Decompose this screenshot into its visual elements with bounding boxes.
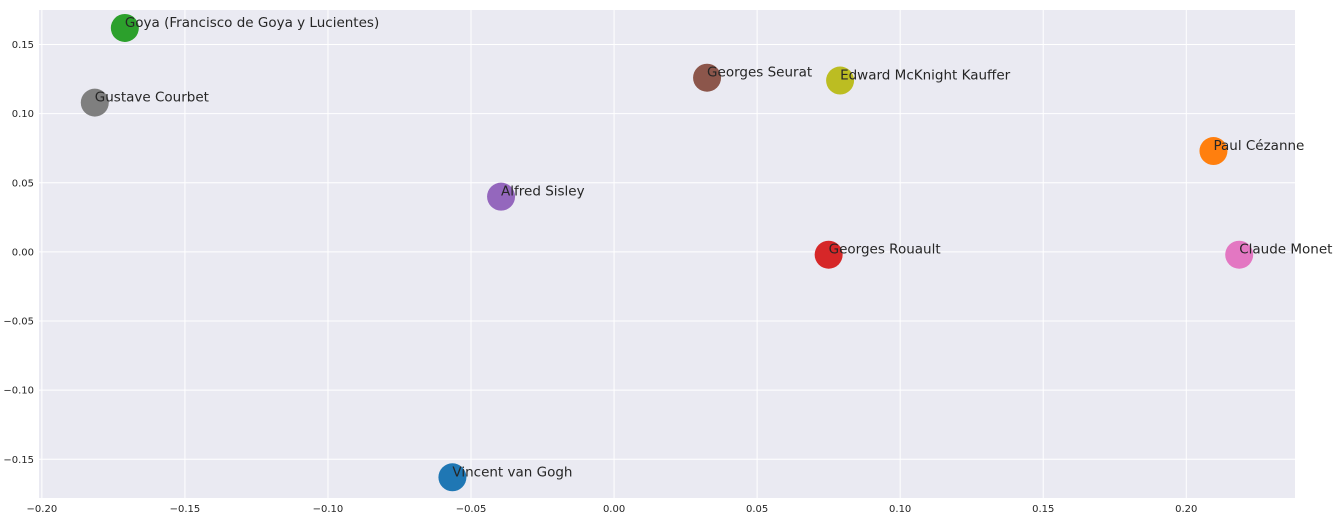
data-point — [487, 182, 516, 211]
y-tick-label: −0.05 — [3, 317, 34, 328]
point-labels: Vincent van Gogh Paul Cézanne Goya (Franci… — [95, 15, 1333, 480]
x-tick-label: −0.20 — [27, 504, 58, 515]
point-label: Claude Monet — [1239, 242, 1332, 258]
point-label: Alfred Sisley — [501, 184, 585, 200]
x-tick-label: 0.15 — [1032, 504, 1054, 515]
data-point — [1225, 240, 1254, 269]
point-label: Edward McKnight Kauffer — [840, 68, 1011, 84]
data-point — [693, 63, 722, 92]
grid — [39, 10, 1295, 498]
data-point — [826, 66, 855, 95]
y-tick-label: −0.10 — [3, 386, 34, 397]
data-point — [80, 88, 109, 117]
point-label: Gustave Courbet — [95, 90, 209, 106]
y-tick-label: 0.15 — [12, 40, 34, 51]
point-label: Vincent van Gogh — [452, 464, 572, 480]
data-point — [814, 240, 843, 269]
x-tick-label: 0.20 — [1175, 504, 1197, 515]
x-tick-label: 0.00 — [603, 504, 625, 515]
x-tick-label: 0.10 — [889, 504, 911, 515]
x-tick-label: 0.05 — [746, 504, 768, 515]
x-tick-labels: −0.20 −0.15 −0.10 −0.05 0.00 0.05 0.10 0.15 0.20 — [27, 504, 1198, 515]
point-label: Paul Cézanne — [1213, 138, 1304, 154]
y-tick-label: 0.10 — [12, 109, 34, 120]
y-tick-label: 0.00 — [12, 247, 34, 258]
point-label: Georges Rouault — [829, 242, 941, 258]
data-point — [110, 13, 139, 42]
x-tick-label: −0.05 — [456, 504, 487, 515]
plot-background — [39, 10, 1295, 498]
point-label: Goya (Francisco de Goya y Lucientes) — [125, 15, 379, 31]
y-tick-labels: 0.15 0.10 0.05 0.00 −0.05 −0.10 −0.15 — [3, 40, 34, 466]
y-tick-label: 0.05 — [12, 178, 34, 189]
x-tick-label: −0.15 — [170, 504, 201, 515]
data-points — [80, 13, 1254, 492]
y-tick-label: −0.15 — [3, 455, 34, 466]
data-point — [438, 463, 467, 492]
point-label: Georges Seurat — [707, 65, 812, 81]
x-tick-label: −0.10 — [313, 504, 344, 515]
data-point — [1199, 137, 1228, 166]
